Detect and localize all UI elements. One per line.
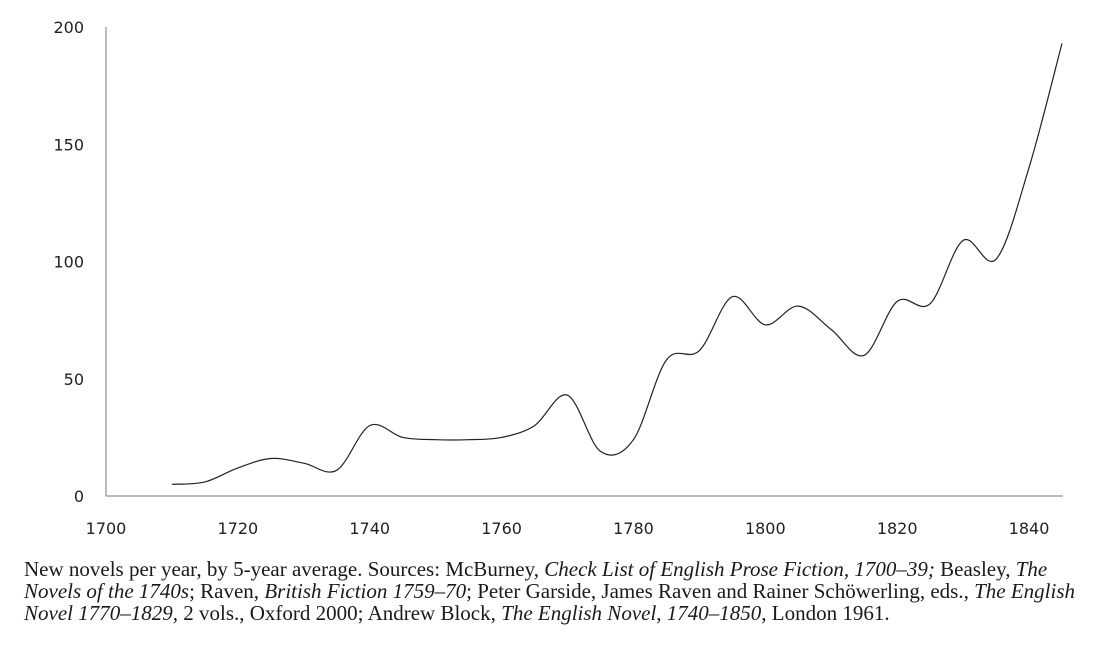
x-tick-label: 1800: [745, 519, 786, 538]
x-tick-label: 1780: [613, 519, 654, 538]
x-tick-label: 1760: [481, 519, 522, 538]
x-tick-label: 1740: [349, 519, 390, 538]
caption-segment: The English Novel, 1740–1850: [501, 601, 762, 625]
chart-axes: [105, 27, 1063, 497]
caption-segment: The Novels of the 1740s: [24, 557, 1048, 603]
y-tick-label: 200: [53, 18, 84, 37]
x-tick-label: 1700: [86, 519, 127, 538]
x-tick-label: 1720: [218, 519, 259, 538]
y-tick-label: 50: [64, 370, 84, 389]
caption-segment: , London 1961.: [761, 601, 890, 625]
y-tick-label: 0: [74, 487, 84, 506]
caption-segment: ; Raven,: [189, 579, 265, 603]
chart-tick-labels: 0 50 100 150 200 1700 1720 1740 1760 1780 1800 1820…: [53, 18, 1049, 538]
chart-series: [171, 43, 1063, 485]
caption-segment: 2 vols., Oxford 2000; Andrew Block,: [177, 601, 502, 625]
series-line: [171, 43, 1063, 485]
line-chart: 0 50 100 150 200 1700 1720 1740 1760 1780 1800 1820…: [53, 18, 1063, 538]
caption-segment: New novels per year, by 5-year average. …: [24, 557, 545, 581]
y-tick-label: 100: [53, 253, 84, 272]
x-tick-label: 1820: [877, 519, 918, 538]
caption-segment: Beasley,: [934, 557, 1016, 581]
x-tick-label: 1840: [1009, 519, 1050, 538]
figure-caption: New novels per year, by 5-year average. …: [24, 558, 1100, 624]
caption-segment: ; Peter Garside, James Raven and Rainer …: [466, 579, 975, 603]
caption-segment: Check List of English Prose Fiction, 170…: [544, 557, 935, 581]
caption-segment: British Fiction 1759–70: [264, 579, 467, 603]
caption-segment: The English Novel 1770–1829,: [24, 579, 1076, 625]
y-tick-label: 150: [53, 135, 84, 154]
